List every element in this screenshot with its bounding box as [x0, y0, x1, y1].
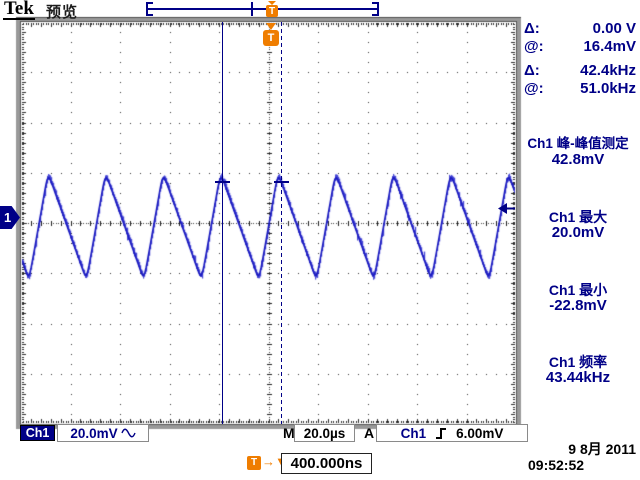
measurement-freq: Ch1 频率 43.44kHz [516, 354, 640, 386]
measurement-pk2pk: Ch1 峰-峰值测定 42.8mV [516, 136, 640, 168]
trigger-level-value: 6.00mV [456, 425, 504, 441]
measurement-max: Ch1 最大 20.0mV [516, 209, 640, 241]
at-v-value: 16.4mV [583, 38, 636, 55]
measurement-value: 43.44kHz [545, 369, 611, 386]
tek-logo: Tek [3, 0, 35, 20]
measurement-label: Ch1 频率 [548, 354, 608, 370]
at-f-label: @: [524, 80, 544, 97]
date-value: 9 8月 2011 [568, 441, 636, 457]
svg-text:T: T [269, 6, 275, 17]
measurement-value: -22.8mV [549, 297, 607, 314]
trigger-source: Ch1 [400, 425, 427, 441]
acquire-a-label: A [364, 425, 375, 441]
record-view-bar: T [146, 1, 379, 17]
delta-v-label: Δ: [524, 20, 540, 37]
holdoff-readout: 400.000ns [281, 453, 372, 474]
cursor-1-line[interactable] [222, 22, 223, 424]
measurement-value: 20.0mV [551, 224, 605, 241]
measurement-label: Ch1 最大 [548, 209, 608, 225]
at-f-value: 51.0kHz [580, 80, 636, 97]
vertical-scale-value: 20.0mV [70, 425, 118, 441]
cursor-1-amplitude-tick [215, 181, 230, 183]
trigger-readout: Ch1 6.00mV [376, 424, 528, 442]
measurement-value: 42.8mV [551, 151, 605, 168]
delta-f-label: Δ: [524, 62, 540, 79]
delta-v-value: 0.00 V [592, 20, 636, 37]
cursor-2-line[interactable] [281, 22, 282, 424]
trigger-position-arrow-icon [266, 23, 276, 30]
record-trigger-marker: T [266, 1, 278, 17]
delta-f-value: 42.4kHz [580, 62, 636, 79]
timebase-m-label: M [283, 425, 295, 441]
ac-coupling-icon [120, 428, 136, 438]
at-v-label: @: [524, 38, 544, 55]
cursor-readout-panel: Δ: 0.00 V @: 16.4mV Δ: 42.4kHz @: 51.0kHz [524, 20, 636, 98]
cursor-2-amplitude-tick [274, 181, 289, 183]
trigger-position-marker[interactable]: T [262, 23, 280, 50]
acquisition-mode-label: 预览 [46, 4, 79, 21]
timebase-readout: 20.0µs [294, 424, 355, 442]
datetime-display: 9 8月 2011 09:52:52 [524, 441, 638, 473]
ch1-ground-marker[interactable]: 1 [0, 206, 20, 229]
measurement-label: Ch1 峰-峰值测定 [527, 136, 629, 151]
rising-edge-icon [436, 428, 447, 439]
trigger-t-icon: T [263, 30, 279, 46]
measurement-label: Ch1 最小 [548, 282, 608, 298]
vertical-scale-readout: 20.0mV [57, 424, 149, 442]
ch1-channel-badge: Ch1 [20, 425, 55, 441]
measurement-min: Ch1 最小 -22.8mV [516, 282, 640, 314]
time-value: 09:52:52 [528, 457, 585, 473]
trigger-level-marker[interactable] [496, 202, 516, 215]
holdoff-t-icon: T [247, 456, 261, 470]
